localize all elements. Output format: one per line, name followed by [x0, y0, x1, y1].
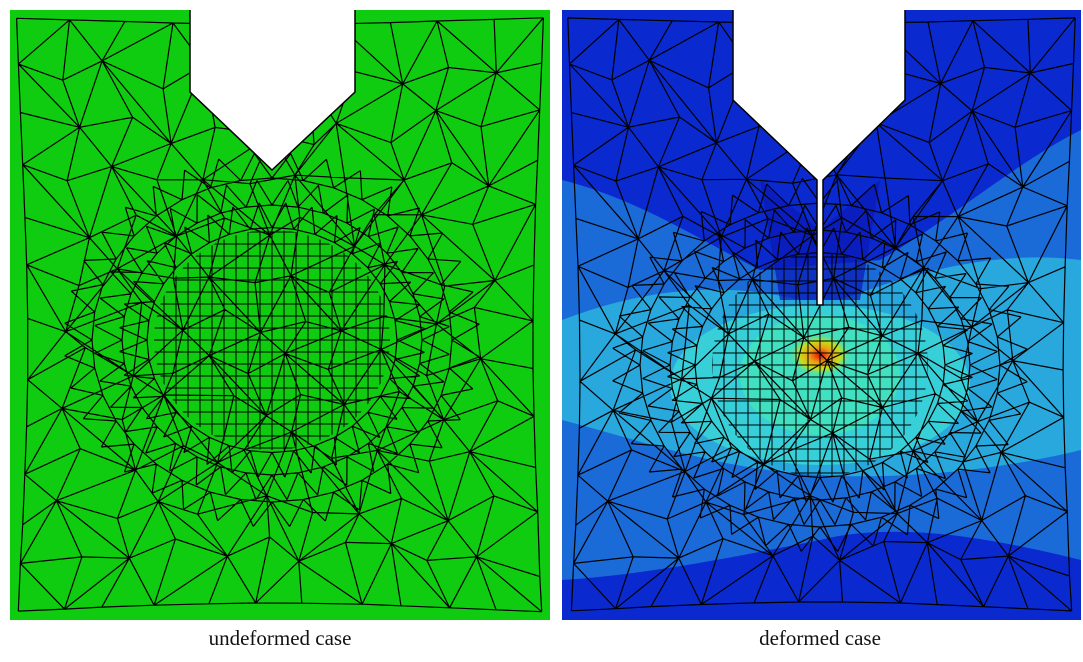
figure: undeformed case deformed case	[0, 0, 1083, 657]
caption: undeformed case	[209, 626, 352, 650]
undeformed-panel	[10, 0, 550, 620]
page: undeformed case deformed case (() => { c…	[0, 0, 1083, 657]
deformed-panel	[562, 0, 1081, 620]
caption: deformed case	[759, 626, 881, 650]
